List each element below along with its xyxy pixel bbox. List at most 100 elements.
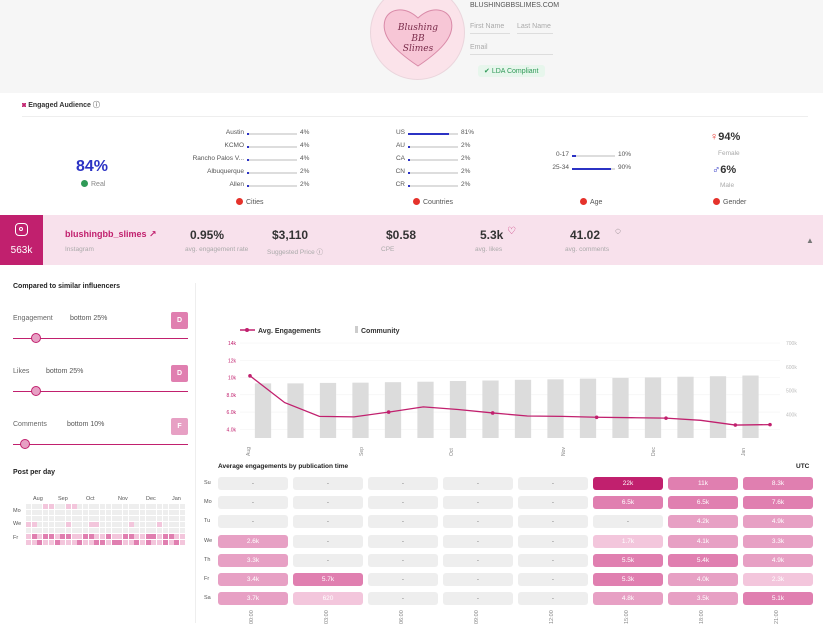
collapse-icon[interactable]: ▲ [806, 236, 814, 245]
compare-slider-knob[interactable] [30, 333, 41, 343]
heatmap-cell[interactable]: 5.4k [668, 553, 738, 567]
heatmap-cell[interactable]: - [368, 515, 438, 529]
post-day-cell [105, 540, 111, 545]
info-icon[interactable]: ⓘ [314, 249, 324, 256]
heatmap-cell[interactable]: - [518, 515, 588, 529]
post-day-cell [26, 540, 31, 545]
heatmap-cell[interactable]: 22k [593, 477, 663, 490]
heatmap-cell[interactable]: - [368, 573, 438, 586]
heatmap-day-label: We [204, 537, 213, 544]
heatmap-cell[interactable]: 2.6k [218, 534, 288, 548]
heatmap-cell[interactable]: 620 [293, 592, 363, 606]
heatmap-cell[interactable]: 4.8k [593, 592, 663, 606]
heatmap-cell[interactable]: - [293, 496, 363, 510]
email-field[interactable]: Email [470, 44, 488, 51]
heatmap-cell[interactable]: 1.7k [593, 534, 663, 548]
country-bar-track [408, 185, 458, 187]
compare-slider-knob[interactable] [30, 386, 41, 396]
heatmap-cell[interactable]: - [443, 573, 513, 586]
heatmap-cell[interactable]: 4.9k [743, 515, 813, 529]
post-day-cell [54, 516, 60, 521]
heatmap-cell[interactable]: 6.5k [668, 496, 738, 510]
handle-link[interactable]: blushingbb_slimes ↗ [65, 229, 157, 240]
post-day-cell [134, 510, 140, 515]
age-bar-fill [572, 155, 577, 157]
city-bar-track [247, 185, 297, 187]
post-day-cell [48, 534, 54, 539]
city-bar-track [247, 133, 297, 135]
heatmap-cell[interactable]: - [443, 515, 513, 529]
heatmap-cell[interactable]: - [218, 477, 288, 490]
heatmap-cell[interactable]: 3.5k [668, 592, 738, 606]
city-name: Allen [229, 181, 244, 188]
heatmap-cell[interactable]: 4.9k [743, 553, 813, 567]
avg-engagement-point [248, 374, 252, 378]
heatmap-cell[interactable]: 3.3k [743, 534, 813, 548]
instagram-badge[interactable]: 563k [0, 215, 43, 265]
heatmap-cell[interactable]: - [518, 534, 588, 548]
post-day-cell [162, 504, 168, 509]
heatmap-cell[interactable]: 5.7k [293, 573, 363, 586]
heatmap-cell[interactable]: - [518, 553, 588, 567]
y-left-tick: 4.0k [227, 427, 237, 433]
heatmap-cell[interactable]: - [293, 534, 363, 548]
heatmap-cell[interactable]: - [518, 477, 588, 490]
heatmap-cell[interactable]: - [443, 534, 513, 548]
post-day-cell [122, 540, 128, 545]
svg-text:Blushing: Blushing [397, 23, 438, 33]
post-day-cell [179, 504, 185, 509]
heatmap-cell[interactable]: - [593, 515, 663, 529]
post-day-cell [31, 516, 37, 521]
heatmap-cell[interactable]: 4.1k [668, 534, 738, 548]
heatmap-cell[interactable]: - [368, 592, 438, 606]
post-day-cell [174, 534, 180, 539]
compare-rank: bottom 25% [70, 315, 108, 322]
heatmap-cell[interactable]: - [518, 496, 588, 510]
heatmap-cell[interactable]: - [518, 592, 588, 606]
heatmap-cell[interactable]: 3.4k [218, 573, 288, 586]
age-name: 0-17 [555, 151, 569, 158]
heatmap-cell[interactable]: - [518, 573, 588, 586]
heatmap-cell[interactable]: 6.5k [593, 496, 663, 510]
heatmap-hour-label: 18:00 [699, 610, 705, 624]
first-name-field[interactable]: First Name [470, 23, 505, 30]
heatmap-cell[interactable]: 3.7k [218, 592, 288, 606]
post-day-cell [37, 534, 43, 539]
heatmap-cell[interactable]: - [293, 477, 363, 490]
heatmap-cell[interactable]: - [368, 534, 438, 548]
last-name-field[interactable]: Last Name [517, 23, 551, 30]
heatmap-cell[interactable]: - [443, 496, 513, 510]
compare-rank: bottom 25% [46, 368, 84, 375]
heatmap-cell[interactable]: - [293, 553, 363, 567]
info-icon[interactable]: ⓘ [92, 102, 100, 109]
post-day-cell [48, 504, 54, 509]
post-day-cell [134, 528, 140, 533]
heatmap-cell[interactable]: 4.0k [668, 573, 738, 586]
compare-slider-knob[interactable] [20, 439, 30, 449]
heatmap-cell[interactable]: - [368, 553, 438, 567]
heatmap-cell[interactable]: - [293, 515, 363, 529]
heatmap-cell[interactable]: 2.3k [743, 573, 813, 586]
male-percent: ♂6% [712, 164, 736, 176]
heatmap-cell[interactable]: 5.1k [743, 592, 813, 606]
heatmap-cell[interactable]: 3.3k [218, 553, 288, 567]
heatmap-cell[interactable]: - [443, 553, 513, 567]
heatmap-cell[interactable]: - [218, 515, 288, 529]
heatmap-cell[interactable]: 7.6k [743, 496, 813, 510]
heatmap-cell[interactable]: - [218, 496, 288, 510]
community-bar [709, 376, 727, 438]
x-axis-tick: Jan [741, 448, 747, 456]
heatmap-cell[interactable]: 8.3k [743, 477, 813, 490]
heatmap-cell[interactable]: - [368, 477, 438, 490]
city-name: Austin [225, 129, 244, 136]
heatmap-cell[interactable]: 11k [668, 477, 738, 490]
heatmap-cell[interactable]: 5.5k [593, 553, 663, 567]
post-day-cell [71, 528, 77, 533]
heatmap-cell[interactable]: - [443, 592, 513, 606]
heatmap-hour-label: 21:00 [774, 610, 780, 624]
heatmap-cell[interactable]: - [368, 496, 438, 510]
heatmap-cell[interactable]: 5.3k [593, 573, 663, 586]
engaged-audience-label: Engaged Audience [28, 102, 91, 109]
heatmap-cell[interactable]: - [443, 477, 513, 490]
heatmap-cell[interactable]: 4.2k [668, 515, 738, 529]
